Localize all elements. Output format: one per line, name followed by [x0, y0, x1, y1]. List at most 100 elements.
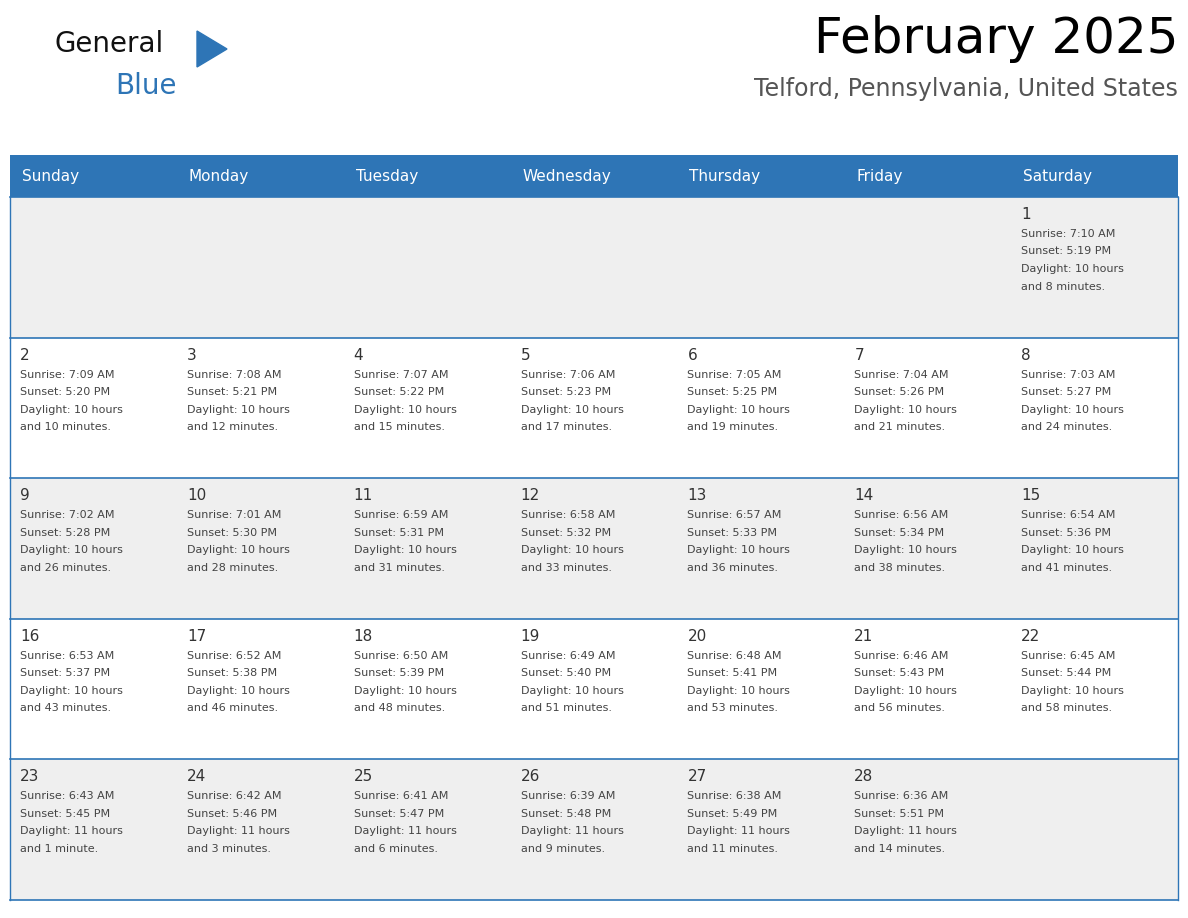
- Text: Sunset: 5:21 PM: Sunset: 5:21 PM: [187, 387, 277, 397]
- Text: Daylight: 10 hours: Daylight: 10 hours: [20, 686, 122, 696]
- Text: Sunset: 5:37 PM: Sunset: 5:37 PM: [20, 668, 110, 678]
- Text: Sunrise: 6:49 AM: Sunrise: 6:49 AM: [520, 651, 615, 661]
- Text: Sunset: 5:46 PM: Sunset: 5:46 PM: [187, 809, 277, 819]
- Text: Daylight: 10 hours: Daylight: 10 hours: [20, 545, 122, 555]
- Text: 17: 17: [187, 629, 206, 644]
- Text: Daylight: 10 hours: Daylight: 10 hours: [354, 405, 456, 415]
- Text: Sunrise: 6:50 AM: Sunrise: 6:50 AM: [354, 651, 448, 661]
- Text: and 21 minutes.: and 21 minutes.: [854, 422, 946, 432]
- Text: Daylight: 10 hours: Daylight: 10 hours: [688, 545, 790, 555]
- Text: Sunset: 5:40 PM: Sunset: 5:40 PM: [520, 668, 611, 678]
- Text: Sunrise: 7:02 AM: Sunrise: 7:02 AM: [20, 510, 114, 521]
- Text: Sunrise: 7:03 AM: Sunrise: 7:03 AM: [1022, 370, 1116, 380]
- Text: Sunset: 5:27 PM: Sunset: 5:27 PM: [1022, 387, 1112, 397]
- Text: Daylight: 10 hours: Daylight: 10 hours: [187, 405, 290, 415]
- Text: Sunrise: 7:07 AM: Sunrise: 7:07 AM: [354, 370, 448, 380]
- Text: Sunrise: 7:06 AM: Sunrise: 7:06 AM: [520, 370, 615, 380]
- Text: Sunset: 5:49 PM: Sunset: 5:49 PM: [688, 809, 778, 819]
- Text: Sunrise: 6:48 AM: Sunrise: 6:48 AM: [688, 651, 782, 661]
- Text: General: General: [55, 30, 164, 58]
- Text: Sunset: 5:26 PM: Sunset: 5:26 PM: [854, 387, 944, 397]
- Text: Sunset: 5:38 PM: Sunset: 5:38 PM: [187, 668, 277, 678]
- Text: and 43 minutes.: and 43 minutes.: [20, 703, 112, 713]
- Text: Sunset: 5:33 PM: Sunset: 5:33 PM: [688, 528, 777, 538]
- Text: 3: 3: [187, 348, 196, 363]
- Text: Daylight: 10 hours: Daylight: 10 hours: [520, 405, 624, 415]
- Text: Sunset: 5:31 PM: Sunset: 5:31 PM: [354, 528, 443, 538]
- Text: 6: 6: [688, 348, 697, 363]
- Text: 28: 28: [854, 769, 873, 784]
- Text: Monday: Monday: [189, 169, 249, 184]
- Text: Sunset: 5:22 PM: Sunset: 5:22 PM: [354, 387, 444, 397]
- Text: Telford, Pennsylvania, United States: Telford, Pennsylvania, United States: [754, 77, 1178, 101]
- Bar: [10, 155, 1178, 197]
- Text: Sunrise: 6:42 AM: Sunrise: 6:42 AM: [187, 791, 282, 801]
- Text: and 36 minutes.: and 36 minutes.: [688, 563, 778, 573]
- Text: Sunrise: 6:38 AM: Sunrise: 6:38 AM: [688, 791, 782, 801]
- Text: 2: 2: [20, 348, 30, 363]
- Text: Daylight: 10 hours: Daylight: 10 hours: [688, 405, 790, 415]
- Text: and 8 minutes.: and 8 minutes.: [1022, 282, 1105, 292]
- Text: Saturday: Saturday: [1023, 169, 1092, 184]
- Text: 12: 12: [520, 488, 539, 503]
- Text: Thursday: Thursday: [689, 169, 760, 184]
- Text: and 31 minutes.: and 31 minutes.: [354, 563, 444, 573]
- Text: 18: 18: [354, 629, 373, 644]
- Text: and 46 minutes.: and 46 minutes.: [187, 703, 278, 713]
- Text: and 6 minutes.: and 6 minutes.: [354, 844, 437, 854]
- Text: 15: 15: [1022, 488, 1041, 503]
- Text: Sunset: 5:51 PM: Sunset: 5:51 PM: [854, 809, 944, 819]
- Text: Sunset: 5:43 PM: Sunset: 5:43 PM: [854, 668, 944, 678]
- Text: 20: 20: [688, 629, 707, 644]
- Text: 25: 25: [354, 769, 373, 784]
- Text: Daylight: 10 hours: Daylight: 10 hours: [520, 545, 624, 555]
- Text: Sunrise: 6:56 AM: Sunrise: 6:56 AM: [854, 510, 948, 521]
- Text: Sunset: 5:48 PM: Sunset: 5:48 PM: [520, 809, 611, 819]
- Text: 13: 13: [688, 488, 707, 503]
- Text: Daylight: 11 hours: Daylight: 11 hours: [187, 826, 290, 836]
- Bar: [10, 478, 1178, 619]
- Text: 23: 23: [20, 769, 39, 784]
- Text: Sunset: 5:36 PM: Sunset: 5:36 PM: [1022, 528, 1111, 538]
- Text: and 38 minutes.: and 38 minutes.: [854, 563, 946, 573]
- Text: Daylight: 11 hours: Daylight: 11 hours: [520, 826, 624, 836]
- Text: Sunset: 5:39 PM: Sunset: 5:39 PM: [354, 668, 444, 678]
- Text: and 26 minutes.: and 26 minutes.: [20, 563, 112, 573]
- Text: Daylight: 10 hours: Daylight: 10 hours: [854, 686, 958, 696]
- Text: Daylight: 10 hours: Daylight: 10 hours: [688, 686, 790, 696]
- Text: Sunrise: 6:57 AM: Sunrise: 6:57 AM: [688, 510, 782, 521]
- Text: Daylight: 11 hours: Daylight: 11 hours: [354, 826, 456, 836]
- Text: Sunrise: 6:58 AM: Sunrise: 6:58 AM: [520, 510, 615, 521]
- Text: Daylight: 10 hours: Daylight: 10 hours: [520, 686, 624, 696]
- Text: and 28 minutes.: and 28 minutes.: [187, 563, 278, 573]
- Text: Sunset: 5:32 PM: Sunset: 5:32 PM: [520, 528, 611, 538]
- Text: Sunset: 5:34 PM: Sunset: 5:34 PM: [854, 528, 944, 538]
- Polygon shape: [197, 31, 227, 67]
- Text: 14: 14: [854, 488, 873, 503]
- Text: Sunset: 5:23 PM: Sunset: 5:23 PM: [520, 387, 611, 397]
- Text: and 53 minutes.: and 53 minutes.: [688, 703, 778, 713]
- Text: 27: 27: [688, 769, 707, 784]
- Text: Sunrise: 7:09 AM: Sunrise: 7:09 AM: [20, 370, 114, 380]
- Text: Sunrise: 6:43 AM: Sunrise: 6:43 AM: [20, 791, 114, 801]
- Text: Sunrise: 6:36 AM: Sunrise: 6:36 AM: [854, 791, 948, 801]
- Text: Daylight: 10 hours: Daylight: 10 hours: [354, 545, 456, 555]
- Text: Daylight: 10 hours: Daylight: 10 hours: [1022, 264, 1124, 274]
- Text: and 41 minutes.: and 41 minutes.: [1022, 563, 1112, 573]
- Text: 7: 7: [854, 348, 864, 363]
- Text: Sunset: 5:30 PM: Sunset: 5:30 PM: [187, 528, 277, 538]
- Bar: [10, 619, 1178, 759]
- Text: and 33 minutes.: and 33 minutes.: [520, 563, 612, 573]
- Text: February 2025: February 2025: [814, 15, 1178, 63]
- Text: and 12 minutes.: and 12 minutes.: [187, 422, 278, 432]
- Text: Sunrise: 6:39 AM: Sunrise: 6:39 AM: [520, 791, 615, 801]
- Text: Daylight: 10 hours: Daylight: 10 hours: [1022, 686, 1124, 696]
- Text: and 1 minute.: and 1 minute.: [20, 844, 99, 854]
- Text: 21: 21: [854, 629, 873, 644]
- Text: Sunrise: 6:41 AM: Sunrise: 6:41 AM: [354, 791, 448, 801]
- Text: 5: 5: [520, 348, 530, 363]
- Text: Sunset: 5:41 PM: Sunset: 5:41 PM: [688, 668, 778, 678]
- Text: and 14 minutes.: and 14 minutes.: [854, 844, 946, 854]
- Text: and 15 minutes.: and 15 minutes.: [354, 422, 444, 432]
- Text: 22: 22: [1022, 629, 1041, 644]
